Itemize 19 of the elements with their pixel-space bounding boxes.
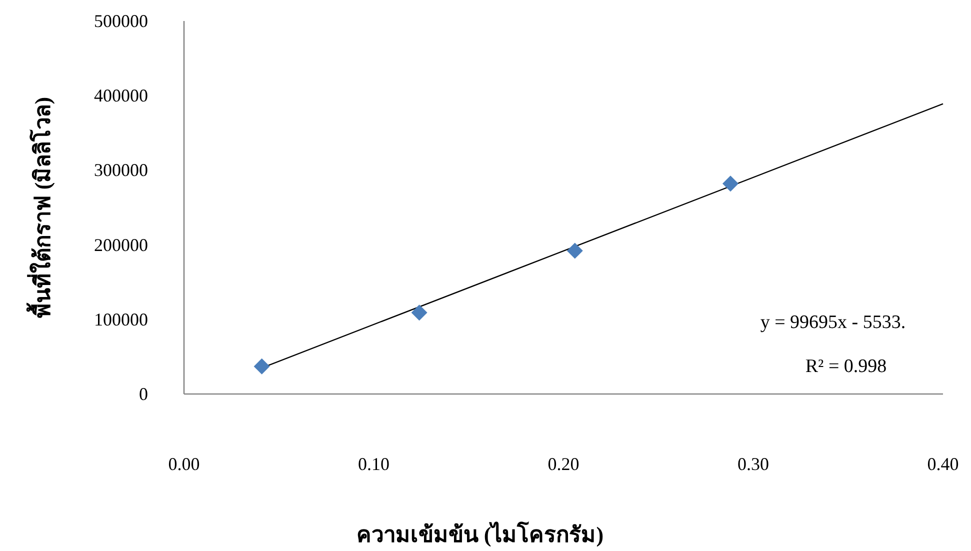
y-tick-label: 500000 xyxy=(94,11,148,31)
point xyxy=(722,176,738,192)
x-tick-label: 0.00 xyxy=(168,454,200,474)
x-tick-label: 0.30 xyxy=(738,454,769,474)
point xyxy=(566,242,583,259)
y-tick-label: 0 xyxy=(139,384,148,404)
annotation: R² = 0.998 xyxy=(805,356,887,377)
x-tick-label: 0.10 xyxy=(358,454,390,474)
x-axis-title: ความเข้มข้น (ไมโครกรัม) xyxy=(356,521,604,547)
x-tick-label: 0.20 xyxy=(548,454,580,474)
y-tick-label: 100000 xyxy=(94,309,148,330)
y-tick-label: 300000 xyxy=(94,160,148,180)
y-axis-title: พื้นที่ใต้กราฟ (มิลลิโวล) xyxy=(26,96,55,318)
x-tick-label: 0.40 xyxy=(927,454,959,474)
point xyxy=(254,358,270,374)
y-tick-label: 400000 xyxy=(94,86,148,106)
y-tick-label: 200000 xyxy=(94,234,148,255)
annotation: y = 99695x - 5533. xyxy=(760,312,906,333)
point xyxy=(411,304,428,321)
